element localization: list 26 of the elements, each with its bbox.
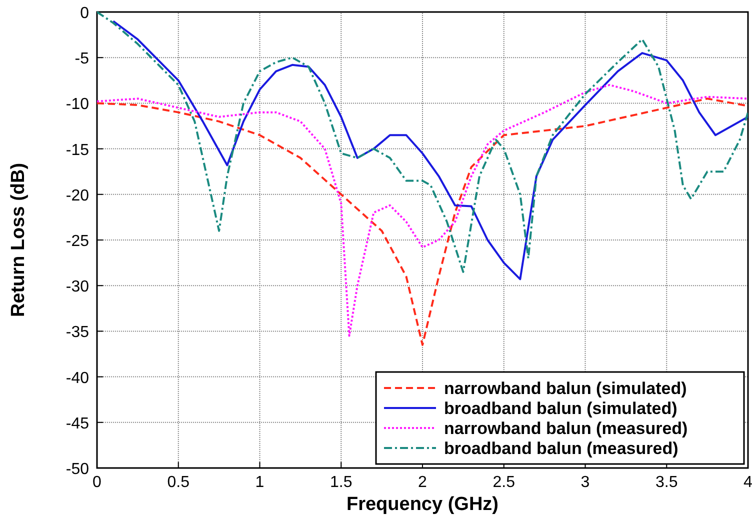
x-tick-label: 0 [92,474,102,491]
x-tick-label: 1 [255,474,264,491]
legend-label: narrowband balun (simulated) [444,379,687,398]
x-axis-title: Frequency (GHz) [346,494,499,515]
y-tick-label: -20 [66,187,90,204]
legend-label: narrowband balun (measured) [444,419,688,438]
x-tick-label: 0.5 [167,474,190,491]
y-tick-label: -40 [66,370,90,387]
x-tick-label: 4 [744,474,752,491]
y-tick-label: -45 [66,415,90,432]
x-tick-label: 3 [580,474,590,491]
x-tick-label: 3.5 [656,474,678,491]
legend-label: broadband balun (measured) [444,439,678,458]
y-tick-label: -25 [66,233,90,250]
y-tick-label: -35 [66,324,90,342]
x-tick-label: 2 [418,474,428,491]
y-tick-label: -15 [66,142,90,159]
x-tick-label: 1.5 [330,474,352,491]
y-tick-label: 0 [80,5,90,22]
y-tick-label: -10 [66,96,90,114]
x-tick-label: 2.5 [492,474,516,491]
y-axis-title: Return Loss (dB) [8,162,29,318]
y-tick-label: -5 [74,50,90,68]
legend-label: broadband balun (simulated) [444,399,678,418]
y-tick-label: -50 [66,461,90,478]
y-tick-label: -30 [66,278,90,296]
